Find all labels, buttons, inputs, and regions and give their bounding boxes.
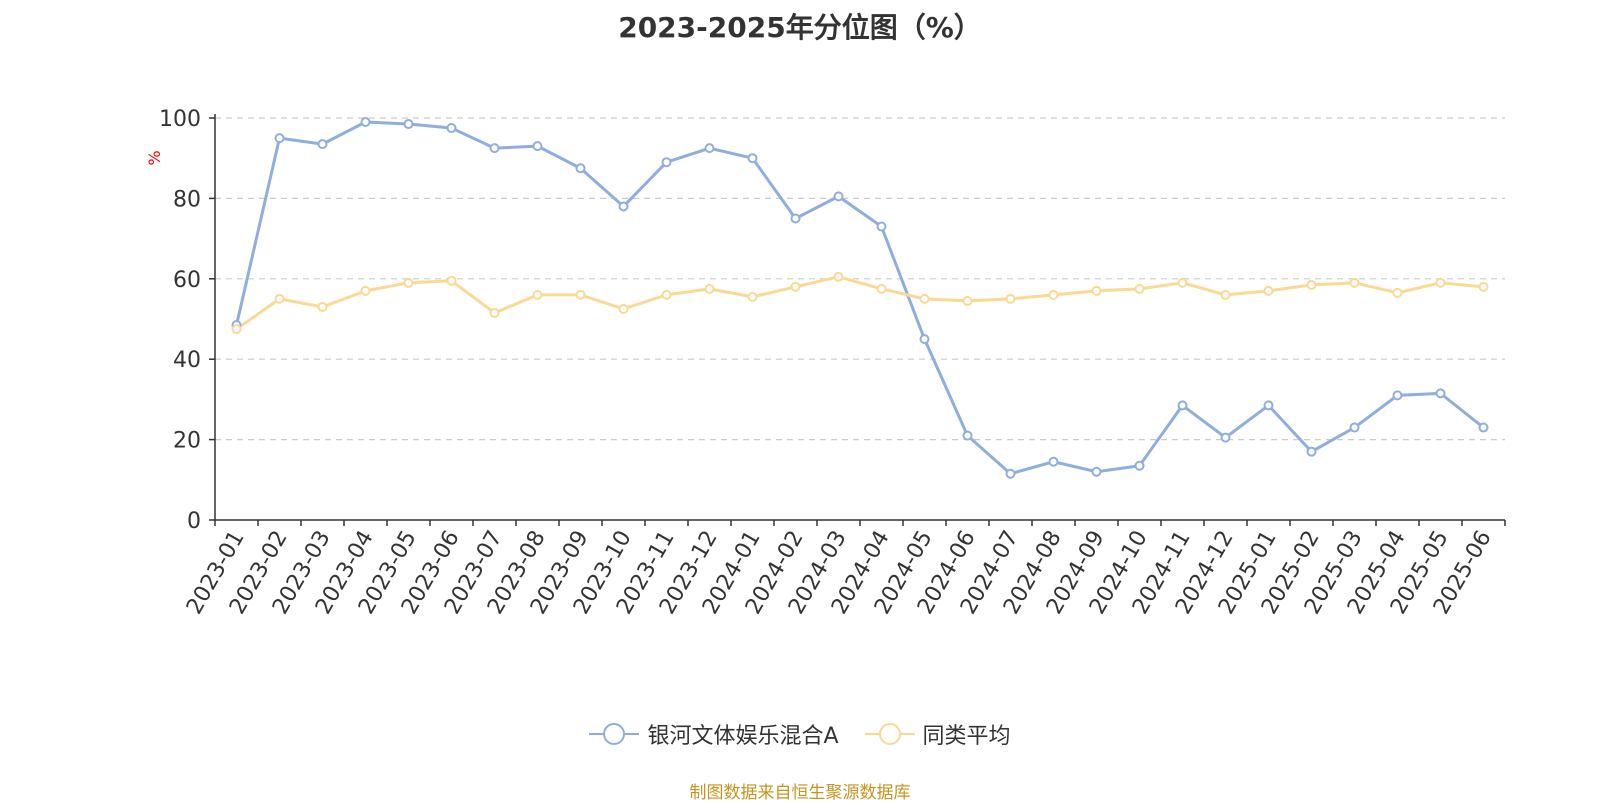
data-point-average: [1091, 285, 1102, 296]
y-tick-label: 80: [173, 187, 201, 212]
y-tick-label: 0: [187, 509, 201, 534]
data-point-main: [876, 221, 887, 232]
chart-title: 2023-2025年分位图（%）: [618, 11, 982, 44]
data-point-average: [618, 303, 629, 314]
legend: 银河文体娱乐混合A 同类平均: [0, 718, 1600, 750]
data-point-main: [1048, 456, 1059, 467]
data-point-average: [833, 271, 844, 282]
data-point-average: [231, 324, 242, 335]
data-point-main: [1392, 390, 1403, 401]
data-point-average: [1392, 287, 1403, 298]
data-point-average: [360, 285, 371, 296]
data-point-main: [1435, 388, 1446, 399]
data-point-main: [532, 141, 543, 152]
data-point-average: [790, 281, 801, 292]
data-point-main: [1220, 432, 1231, 443]
data-point-main: [1306, 446, 1317, 457]
data-point-main: [1478, 422, 1489, 433]
source-note: 制图数据来自恒生聚源数据库: [689, 783, 911, 803]
data-point-average: [1005, 293, 1016, 304]
data-point-average: [489, 307, 500, 318]
data-point-main: [747, 153, 758, 164]
data-point-main: [962, 430, 973, 441]
y-tick-label: 100: [159, 107, 201, 132]
data-point-main: [1091, 466, 1102, 477]
data-point-main: [489, 143, 500, 154]
data-point-average: [274, 293, 285, 304]
data-point-main: [1177, 400, 1188, 411]
data-point-main: [403, 119, 414, 130]
data-point-main: [1263, 400, 1274, 411]
data-point-main: [1134, 460, 1145, 471]
data-point-average: [704, 283, 715, 294]
data-point-average: [747, 291, 758, 302]
data-point-average: [876, 283, 887, 294]
data-point-average: [1349, 277, 1360, 288]
data-point-average: [1306, 279, 1317, 290]
data-point-average: [575, 289, 586, 300]
data-point-main: [446, 123, 457, 134]
data-point-main: [1005, 468, 1016, 479]
data-point-average: [446, 275, 457, 286]
data-point-main: [919, 334, 930, 345]
data-point-average: [661, 289, 672, 300]
data-point-average: [532, 289, 543, 300]
data-point-main: [661, 157, 672, 168]
y-tick-label: 40: [173, 348, 201, 373]
data-point-main: [618, 201, 629, 212]
data-point-average: [1177, 277, 1188, 288]
legend-item-main[interactable]: 银河文体娱乐混合A: [589, 718, 839, 750]
y-axis-label: %: [145, 150, 164, 165]
data-point-main: [833, 191, 844, 202]
data-point-average: [1263, 285, 1274, 296]
data-point-average: [403, 277, 414, 288]
data-point-average: [1134, 283, 1145, 294]
data-point-average: [919, 293, 930, 304]
y-tick-label: 60: [173, 268, 201, 293]
data-point-average: [317, 301, 328, 312]
legend-label-average: 同类平均: [922, 724, 1011, 749]
y-tick-label: 20: [173, 429, 201, 454]
legend-label-main: 银河文体娱乐混合A: [647, 724, 839, 749]
legend-symbol-average-icon: [864, 723, 915, 745]
data-point-average: [962, 295, 973, 306]
legend-symbol-main-icon: [589, 723, 640, 745]
data-point-main: [274, 133, 285, 144]
data-point-average: [1478, 281, 1489, 292]
data-point-average: [1220, 289, 1231, 300]
data-point-main: [360, 117, 371, 128]
series-line-main: [235, 120, 1485, 476]
legend-item-average[interactable]: 同类平均: [864, 718, 1011, 750]
data-point-main: [575, 163, 586, 174]
data-point-main: [317, 139, 328, 150]
series-line-average: [235, 275, 1484, 331]
data-point-main: [790, 213, 801, 224]
data-point-main: [704, 143, 715, 154]
data-point-average: [1435, 277, 1446, 288]
data-point-average: [1048, 289, 1059, 300]
data-point-main: [1349, 422, 1360, 433]
